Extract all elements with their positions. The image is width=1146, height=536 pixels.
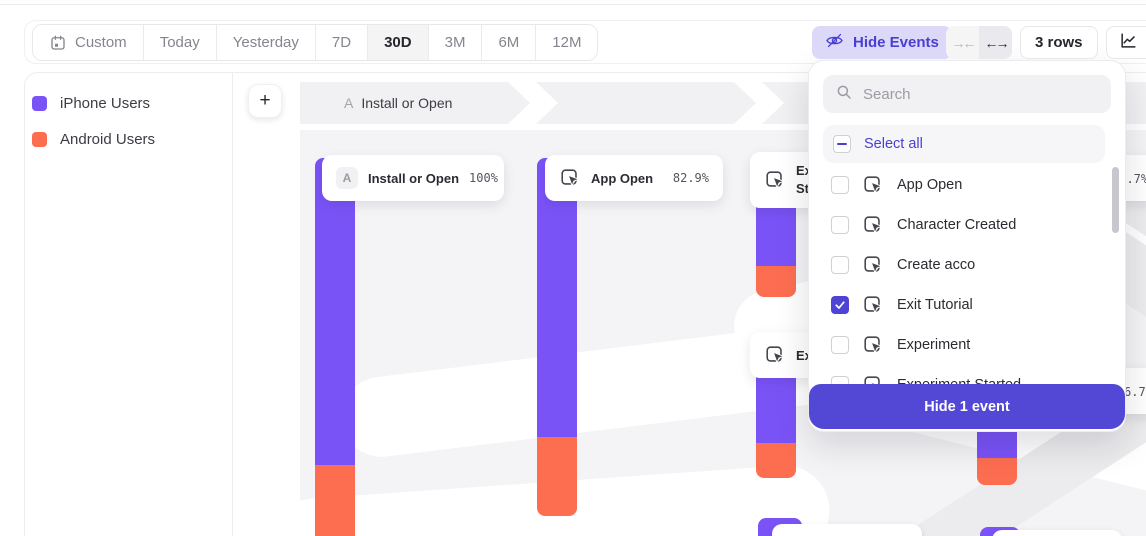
- hide-events-dropdown: Select all App Open Character Created Cr…: [808, 60, 1126, 432]
- step-card-install-or-open[interactable]: A Install or Open 100%: [322, 155, 504, 201]
- event-icon: [862, 214, 884, 236]
- step-header-2[interactable]: [536, 82, 756, 124]
- date-range-today[interactable]: Today: [143, 25, 217, 60]
- event-search-input[interactable]: [863, 85, 1099, 103]
- rows-count-label: 3 rows: [1035, 34, 1083, 51]
- event-icon: [862, 254, 884, 276]
- date-range-12m[interactable]: 12M: [536, 25, 598, 60]
- date-range-label: 7D: [331, 34, 352, 51]
- event-checkbox[interactable]: [831, 216, 849, 234]
- date-range-label: 12M: [552, 34, 582, 51]
- top-divider: [0, 4, 1146, 5]
- collapse-columns-button[interactable]: →←: [946, 26, 979, 59]
- android-color-swatch: [32, 131, 47, 147]
- bar-row2-step-android: [756, 443, 796, 478]
- step-card-percent: 6.7%: [1124, 385, 1146, 399]
- iphone-color-swatch: [32, 95, 47, 111]
- step-header-1[interactable]: A Install or Open: [300, 82, 530, 124]
- event-checkbox[interactable]: [831, 256, 849, 274]
- date-range-label: 6M: [498, 34, 520, 51]
- date-range-3m[interactable]: 3M: [428, 25, 483, 60]
- event-row-character-created[interactable]: Character Created: [831, 205, 1105, 245]
- date-range-yesterday[interactable]: Yesterday: [216, 25, 316, 60]
- date-range-label: Yesterday: [232, 34, 299, 51]
- rows-count-button[interactable]: 3 rows: [1020, 26, 1098, 59]
- date-range-label: Custom: [75, 34, 127, 51]
- event-label: Create acco: [897, 257, 976, 273]
- bar-step1-android: [315, 465, 355, 536]
- dropdown-scrollbar[interactable]: [1112, 167, 1119, 233]
- step-letter-badge: A: [336, 167, 358, 189]
- date-range-30d[interactable]: 30D: [368, 25, 429, 60]
- legend-label: iPhone Users: [60, 94, 151, 112]
- arrows-outward-icon: ←→: [984, 34, 1010, 51]
- expand-columns-button[interactable]: ←→: [979, 26, 1012, 59]
- hide-events-button[interactable]: Hide Events: [812, 26, 952, 59]
- bar-step2-android: [537, 437, 577, 516]
- hide-selected-events-button[interactable]: Hide 1 event: [809, 384, 1125, 429]
- event-icon: [764, 344, 786, 366]
- event-label: Experiment: [897, 337, 971, 353]
- indeterminate-icon: [837, 143, 847, 145]
- event-row-app-open[interactable]: App Open: [831, 165, 1105, 205]
- plus-icon: +: [259, 90, 271, 111]
- select-all-checkbox[interactable]: [833, 135, 851, 153]
- arrows-inward-icon: →←: [951, 34, 977, 51]
- line-chart-icon: [1119, 31, 1138, 54]
- step-card-label: Install or Open: [368, 170, 460, 186]
- event-row-create-acco[interactable]: Create acco: [831, 245, 1105, 285]
- date-range-label: 30D: [384, 34, 412, 51]
- event-icon: [764, 169, 786, 191]
- legend-item-iphone[interactable]: iPhone Users: [32, 92, 155, 114]
- hide-events-footer-label: Hide 1 event: [924, 398, 1010, 415]
- eye-off-icon: [825, 31, 844, 54]
- event-checkbox[interactable]: [831, 336, 849, 354]
- series-legend: iPhone Users Android Users: [32, 92, 155, 164]
- event-row-exit-tutorial[interactable]: Exit Tutorial: [831, 285, 1105, 325]
- step-card-label: App Open: [591, 170, 654, 186]
- event-icon: [862, 294, 884, 316]
- bar-step2-iphone: [537, 158, 577, 437]
- event-row-experiment[interactable]: Experiment: [831, 325, 1105, 365]
- event-label: App Open: [897, 177, 963, 193]
- select-all-row[interactable]: Select all: [823, 125, 1105, 163]
- legend-item-android[interactable]: Android Users: [32, 128, 155, 150]
- event-search-box: [823, 75, 1111, 113]
- event-icon: [862, 334, 884, 356]
- event-icon: [862, 174, 884, 196]
- collapse-expand-control: →← ←→: [946, 26, 1012, 59]
- calendar-icon: [49, 34, 67, 52]
- step-card-app-open[interactable]: App Open 82.9%: [545, 155, 723, 201]
- date-range-6m[interactable]: 6M: [482, 25, 537, 60]
- search-icon: [835, 83, 853, 106]
- event-label: Character Created: [897, 217, 1017, 233]
- step-header-label: Install or Open: [361, 95, 453, 111]
- date-range-label: Today: [159, 34, 200, 51]
- legend-label: Android Users: [60, 130, 156, 148]
- date-range-custom[interactable]: Custom: [33, 25, 144, 60]
- step-card-percent: 100%: [469, 171, 498, 185]
- select-all-label: Select all: [864, 136, 923, 152]
- bar-step3-android: [756, 266, 796, 297]
- date-range-control: Custom Today Yesterday 7D 30D 3M 6M 12M: [32, 24, 599, 61]
- event-checkbox[interactable]: [831, 176, 849, 194]
- users-metric-button[interactable]: U: [1106, 26, 1146, 59]
- check-icon: [835, 301, 845, 309]
- hide-events-label: Hide Events: [853, 34, 939, 51]
- date-range-label: 3M: [444, 34, 466, 51]
- event-checkbox-checked[interactable]: [831, 296, 849, 314]
- step-card-row3-2[interactable]: [992, 530, 1122, 536]
- step-card-percent: 82.9%: [672, 171, 709, 185]
- bar-step4-android: [977, 458, 1017, 485]
- add-step-button[interactable]: +: [248, 84, 282, 118]
- bar-step1-iphone: [315, 158, 355, 465]
- date-range-7d[interactable]: 7D: [315, 25, 369, 60]
- step-letter: A: [344, 95, 354, 111]
- step-card-row3-1[interactable]: [772, 524, 922, 536]
- event-label: Exit Tutorial: [897, 297, 973, 313]
- event-icon: [559, 167, 581, 189]
- sidebar-divider: [232, 73, 233, 536]
